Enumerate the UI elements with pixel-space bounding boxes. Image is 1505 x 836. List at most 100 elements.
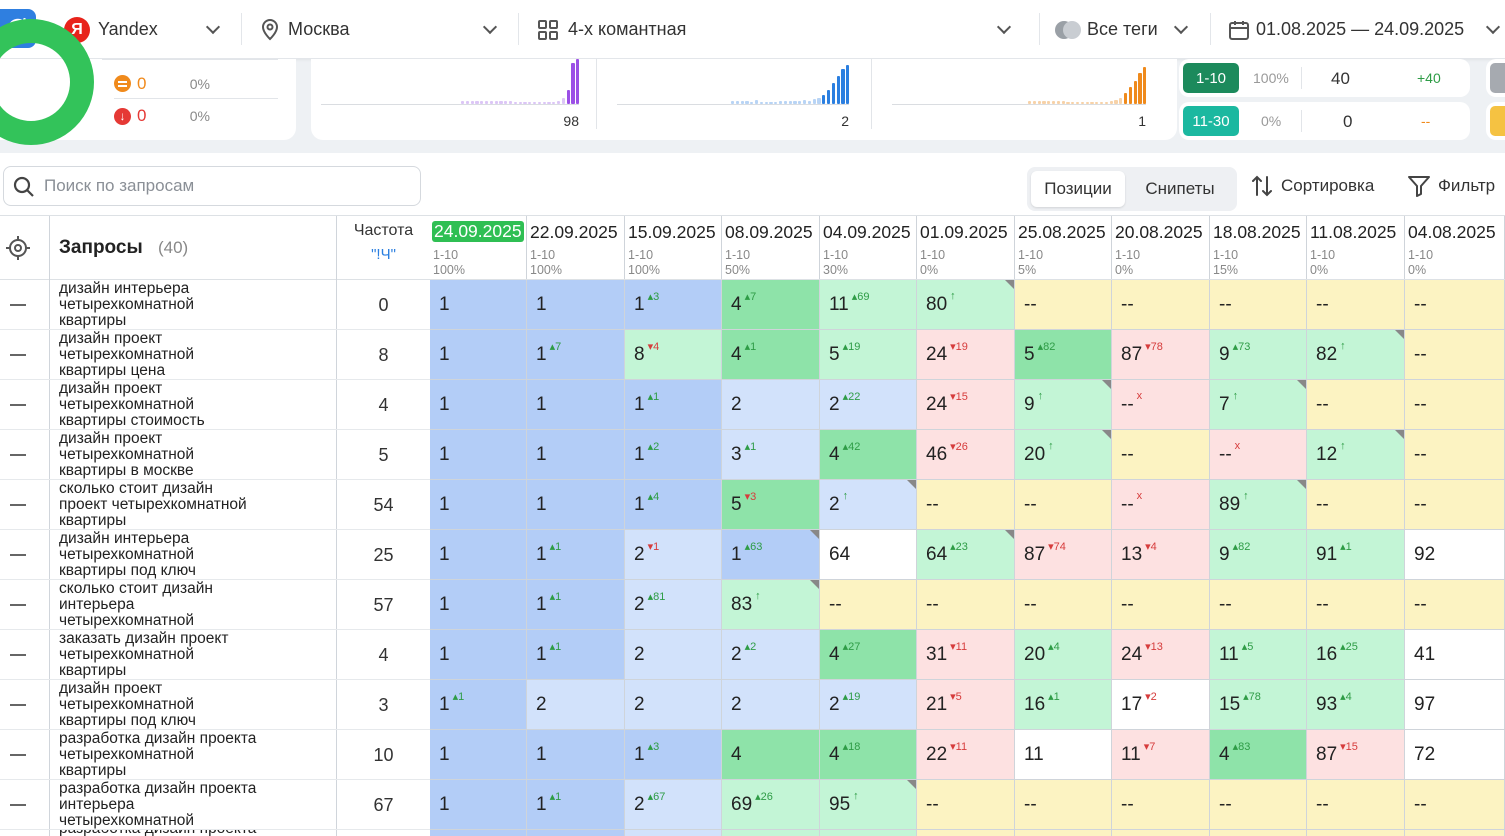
- position-cell[interactable]: --: [1210, 580, 1307, 630]
- position-cell[interactable]: 83 ↑: [722, 580, 820, 630]
- position-cell[interactable]: 1 ▴7: [527, 330, 625, 380]
- position-cell[interactable]: 11 ▴5: [1210, 630, 1307, 680]
- position-cell[interactable]: 1 ▴2: [625, 430, 722, 480]
- position-cell[interactable]: 1 ▴1: [527, 780, 625, 830]
- position-cell[interactable]: 12 ↑: [1307, 430, 1405, 480]
- query-text[interactable]: дизайн интерьера четырехкомнатной квартиры: [59, 281, 329, 329]
- position-cell[interactable]: --: [1112, 580, 1210, 630]
- row-collapse-icon[interactable]: [10, 504, 26, 506]
- position-cell[interactable]: 2: [625, 680, 722, 730]
- position-cell[interactable]: 87 ▾78: [1112, 330, 1210, 380]
- position-cell[interactable]: 1: [430, 480, 527, 530]
- position-cell[interactable]: 1: [430, 780, 527, 830]
- position-cell[interactable]: 22 ▾11: [917, 730, 1015, 780]
- position-cell[interactable]: 69 ▴26: [722, 780, 820, 830]
- position-cell[interactable]: 1 ▴1: [527, 630, 625, 680]
- query-text[interactable]: разработка дизайн проекта: [59, 830, 329, 836]
- position-cell[interactable]: 1: [430, 630, 527, 680]
- position-cell[interactable]: 11 ▾7: [1112, 730, 1210, 780]
- position-cell[interactable]: --: [917, 780, 1015, 830]
- query-text[interactable]: разработка дизайн проекта интерьера четыре…: [59, 781, 329, 829]
- position-cell[interactable]: 87 ▾74: [1015, 530, 1112, 580]
- position-cell[interactable]: --: [1405, 430, 1505, 480]
- row-collapse-icon[interactable]: [10, 404, 26, 406]
- position-cell[interactable]: 2 ▴67: [625, 780, 722, 830]
- position-cell[interactable]: 20 ↑: [1015, 430, 1112, 480]
- date-column-header[interactable]: 01.09.2025 1-10 0%: [917, 216, 1015, 279]
- queries-header[interactable]: Запросы (40): [59, 237, 188, 259]
- position-cell[interactable]: 11: [1015, 730, 1112, 780]
- frequency-header[interactable]: Частота "!Ч": [337, 222, 430, 263]
- position-cell[interactable]: 80 ↑: [917, 280, 1015, 330]
- position-cell[interactable]: [722, 830, 820, 836]
- position-cell[interactable]: 9 ▴73: [1210, 330, 1307, 380]
- position-cell[interactable]: 2 ▾1: [625, 530, 722, 580]
- position-cell[interactable]: 1: [527, 280, 625, 330]
- position-cell[interactable]: --: [1307, 380, 1405, 430]
- position-cell[interactable]: 5 ▾3: [722, 480, 820, 530]
- position-cell[interactable]: 17 ▾2: [1112, 680, 1210, 730]
- query-text[interactable]: дизайн проект четырехкомнатной квартиры це…: [59, 331, 329, 379]
- position-cell[interactable]: 1: [430, 380, 527, 430]
- position-cell[interactable]: --: [1112, 780, 1210, 830]
- position-cell[interactable]: 1: [527, 730, 625, 780]
- position-cell[interactable]: 24 ▾13: [1112, 630, 1210, 680]
- position-cell[interactable]: 1: [430, 730, 527, 780]
- position-cell[interactable]: 4 ▴18: [820, 730, 917, 780]
- position-cell[interactable]: --: [917, 580, 1015, 630]
- position-cell[interactable]: 20 ▴4: [1015, 630, 1112, 680]
- position-cell[interactable]: 82 ↑: [1307, 330, 1405, 380]
- date-column-header[interactable]: 18.08.2025 1-10 15%: [1210, 216, 1307, 279]
- row-collapse-icon[interactable]: [10, 704, 26, 706]
- position-cell[interactable]: 87 ▾15: [1307, 730, 1405, 780]
- search-engine-select[interactable]: Я Yandex: [64, 0, 220, 59]
- row-collapse-icon[interactable]: [10, 604, 26, 606]
- position-cell[interactable]: 21 ▾5: [917, 680, 1015, 730]
- position-cell[interactable]: --: [1307, 280, 1405, 330]
- date-column-header[interactable]: 24.09.2025 1-10 100%: [430, 216, 527, 279]
- position-cell[interactable]: 1: [430, 280, 527, 330]
- position-cell[interactable]: [625, 830, 722, 836]
- position-cell[interactable]: 4: [722, 730, 820, 780]
- date-column-header[interactable]: 20.08.2025 1-10 0%: [1112, 216, 1210, 279]
- date-column-header[interactable]: 08.09.2025 1-10 50%: [722, 216, 820, 279]
- position-cell[interactable]: 95 ↑: [820, 780, 917, 830]
- position-cell[interactable]: --: [1112, 280, 1210, 330]
- position-cell[interactable]: 31 ▾11: [917, 630, 1015, 680]
- row-collapse-icon[interactable]: [10, 304, 26, 306]
- position-cell[interactable]: [1112, 830, 1210, 836]
- position-cell[interactable]: --: [1405, 780, 1505, 830]
- search-input[interactable]: Поиск по запросам: [3, 166, 421, 206]
- position-cell[interactable]: --: [1015, 780, 1112, 830]
- date-column-header[interactable]: 25.08.2025 1-10 5%: [1015, 216, 1112, 279]
- position-cell[interactable]: 2: [722, 380, 820, 430]
- position-cell[interactable]: 72: [1405, 730, 1505, 780]
- position-cell[interactable]: 1: [527, 480, 625, 530]
- position-cell[interactable]: 16 ▴25: [1307, 630, 1405, 680]
- position-cell[interactable]: 5 ▴19: [820, 330, 917, 380]
- date-column-header[interactable]: 22.09.2025 1-10 100%: [527, 216, 625, 279]
- row-collapse-icon[interactable]: [10, 454, 26, 456]
- position-cell[interactable]: 2 ↑: [820, 480, 917, 530]
- tags-select[interactable]: Все теги: [1055, 0, 1188, 59]
- position-cell[interactable]: 1 ▴4: [625, 480, 722, 530]
- position-cell[interactable]: 1 ▴1: [625, 380, 722, 430]
- sort-button[interactable]: Сортировка: [1250, 171, 1374, 201]
- position-cell[interactable]: 15 ▴78: [1210, 680, 1307, 730]
- position-cell[interactable]: 9 ↑: [1015, 380, 1112, 430]
- query-text[interactable]: дизайн проект четырехкомнатной квартиры в …: [59, 431, 329, 479]
- date-column-header[interactable]: 04.08.2025 1-10 0%: [1405, 216, 1505, 279]
- position-cell[interactable]: 11 ▴69: [820, 280, 917, 330]
- position-cell[interactable]: -- x: [1210, 430, 1307, 480]
- target-icon[interactable]: [5, 235, 31, 261]
- position-cell[interactable]: -- x: [1112, 380, 1210, 430]
- position-cell[interactable]: --: [1015, 480, 1112, 530]
- position-cell[interactable]: --: [1015, 280, 1112, 330]
- query-text[interactable]: сколько стоит дизайн проект четырехкомнат…: [59, 481, 329, 529]
- position-cell[interactable]: 1: [527, 430, 625, 480]
- filter-button[interactable]: Фильтр: [1407, 171, 1495, 201]
- project-select[interactable]: 4-х комантная: [537, 0, 1012, 59]
- position-cell[interactable]: 1: [430, 330, 527, 380]
- position-cell[interactable]: --: [1015, 580, 1112, 630]
- position-cell[interactable]: 91 ▴1: [1307, 530, 1405, 580]
